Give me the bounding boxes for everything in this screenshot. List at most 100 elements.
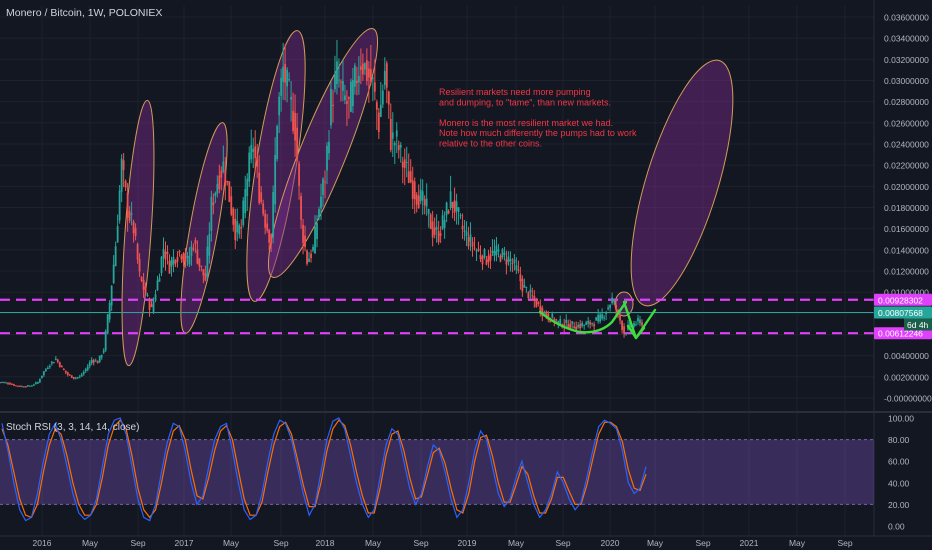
time-tick-label: May (508, 538, 525, 548)
candle-body (615, 304, 617, 310)
candle-body (86, 366, 89, 371)
price-tag-label: 0.00612246 (878, 329, 923, 339)
candle-body (134, 227, 137, 237)
candle-body (621, 320, 623, 330)
candle-body (118, 190, 121, 221)
time-tick-label: May (647, 538, 664, 548)
candle-body (595, 317, 598, 321)
candle-body (270, 234, 273, 245)
candle-body (216, 184, 219, 194)
candle-body (140, 276, 143, 281)
candle-body (218, 175, 221, 189)
candle-body (449, 191, 452, 208)
candle-body (42, 371, 45, 376)
candle-body (431, 221, 434, 238)
candle-body (34, 382, 37, 384)
candle-body (497, 249, 500, 252)
candle-body (381, 90, 384, 105)
green-bowl-curve[interactable] (538, 300, 628, 334)
price-tick-label: 0.01200000 (884, 267, 929, 277)
candle-body (338, 79, 340, 81)
candle-body (330, 88, 332, 126)
candle-body (487, 255, 490, 263)
candle-body (27, 385, 29, 387)
candle-body (92, 360, 95, 363)
horizontal-levels (0, 298, 874, 335)
candle-body (363, 63, 366, 70)
candle-body (465, 231, 468, 237)
candle-body (278, 96, 281, 116)
projected-pump-ellipse[interactable] (610, 50, 754, 316)
annotation-line: and dumping, to "tame", than new markets… (439, 97, 611, 107)
candle-body (110, 285, 113, 306)
candle-body (202, 269, 205, 276)
candle-body (320, 196, 322, 209)
candle-body (519, 274, 522, 282)
candle-body (206, 246, 209, 278)
candle-body (435, 226, 438, 230)
candle-body (224, 170, 227, 186)
price-tick-label: 0.02600000 (884, 118, 929, 128)
rsi-d-line (1, 419, 647, 519)
candle-body (385, 63, 388, 88)
countdown-box (904, 318, 932, 331)
candle-body (525, 286, 528, 288)
candle-body (3, 382, 5, 384)
candle-body (633, 323, 635, 327)
candle-body (533, 296, 536, 301)
candle-body (250, 144, 253, 160)
candle-body (607, 307, 610, 310)
candle-body (170, 260, 173, 267)
time-axis[interactable]: 2016 May Sep 2017 May Sep 2018 May Sep 2019 May Sep… (0, 535, 932, 548)
rsi-axis[interactable]: 100.00 80.00 60.00 40.00 20.00 0.00 (888, 414, 914, 532)
candle-body (551, 314, 554, 318)
candle-body (132, 221, 135, 234)
candle-body (423, 199, 426, 206)
candle-body (639, 319, 641, 324)
candle-body (417, 195, 420, 209)
candle-body (342, 81, 344, 91)
candle-body (597, 315, 600, 322)
candle-body (72, 377, 75, 379)
candle-body (397, 145, 400, 151)
candle-body (130, 213, 133, 215)
candle-body (264, 213, 267, 228)
candle-body (565, 319, 568, 324)
candle-body (453, 200, 456, 213)
candle-body (445, 202, 448, 216)
time-tick-label: Sep (130, 538, 145, 548)
candle-body (174, 260, 177, 264)
candle-body (467, 237, 470, 247)
candle-body (66, 372, 69, 375)
candle-body (240, 227, 243, 229)
candle-body (290, 96, 292, 100)
price-axis[interactable]: 0.03600000 0.03400000 0.03200000 0.03000000… (873, 0, 932, 536)
candle-body (124, 180, 127, 188)
candle-body (62, 368, 65, 371)
price-tick-label: 0.01400000 (884, 245, 929, 255)
candle-body (499, 255, 502, 262)
candle-body (136, 244, 139, 260)
candle-body (302, 224, 304, 244)
candle-body (357, 75, 360, 83)
candle-body (68, 374, 71, 376)
candle-body (244, 189, 247, 214)
candle-body (322, 178, 324, 195)
candle-body (306, 250, 308, 264)
candle-body (230, 196, 233, 215)
time-tick-label: Sep (413, 538, 428, 548)
candle-body (194, 239, 197, 245)
candle-body (531, 295, 534, 297)
candle-body (298, 163, 300, 186)
candle-body (82, 371, 85, 375)
candle-body (100, 355, 103, 358)
candle-body (90, 359, 93, 364)
time-tick-label: Sep (273, 538, 288, 548)
green-arrow-head[interactable] (626, 324, 646, 340)
candle-body (198, 258, 201, 267)
candle-body (104, 331, 107, 351)
candle-body (44, 369, 47, 372)
